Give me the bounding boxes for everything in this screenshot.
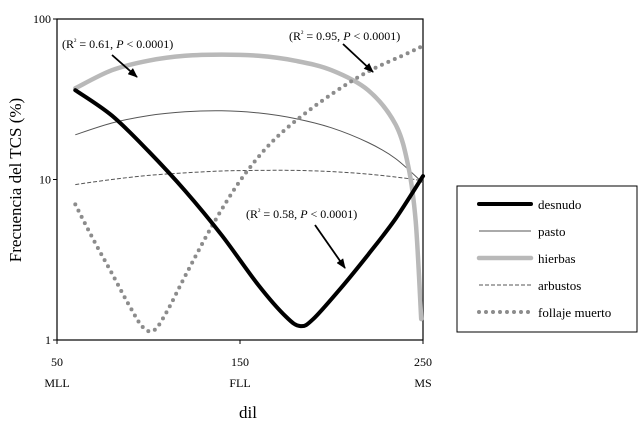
y-tick-label: 100 [33,12,51,26]
y-tick-label: 1 [45,333,51,347]
series-line-follaje-muerto [75,46,423,332]
series-line-pasto [75,111,423,183]
y-axis-title: Frecuencia del TCS (%) [6,98,25,262]
legend-label-follaje-muerto: follaje muerto [538,305,611,320]
x-tick-label: 50 [51,355,63,369]
x-category-label: MS [414,376,431,390]
x-tick-label: 250 [414,355,432,369]
series-line-hierbas [75,55,421,320]
legend-label-hierbas: hierbas [538,251,576,266]
annotation-label: (R² = 0.95, P < 0.0001) [289,29,400,44]
x-tick-label: 150 [231,355,249,369]
annotation-label: (R² = 0.58, P < 0.0001) [246,207,357,222]
legend-label-desnudo: desnudo [538,197,581,212]
legend-label-arbustos: arbustos [538,278,581,293]
series-line-arbustos [75,170,423,184]
x-category-label: MLL [44,376,69,390]
annotation-label: (R² = 0.61, P < 0.0001) [62,37,173,52]
x-category-label: FLL [229,376,250,390]
legend-label-pasto: pasto [538,224,565,239]
y-tick-label: 10 [39,173,51,187]
annotation-arrow [315,225,345,268]
annotation-arrow [343,44,373,72]
x-axis-title: dil [239,403,257,422]
